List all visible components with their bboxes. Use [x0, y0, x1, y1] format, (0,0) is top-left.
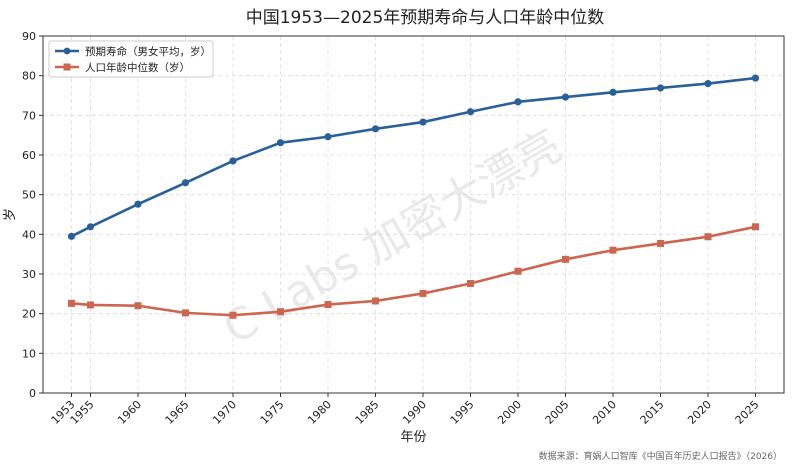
- data-point: [419, 118, 427, 126]
- data-point: [609, 88, 617, 96]
- data-point: [276, 139, 285, 147]
- data-point: [87, 301, 94, 309]
- x-tick-label: 1970: [210, 398, 239, 427]
- x-tick-label: 2010: [590, 398, 619, 427]
- x-tick-label: 2005: [543, 398, 572, 427]
- data-point: [324, 301, 332, 309]
- data-point: [229, 157, 237, 165]
- data-point: [751, 74, 760, 82]
- y-axis-ticks: 0 10 20 30 40 50 60 70 80 90: [22, 30, 43, 400]
- series-layer: [67, 74, 760, 319]
- x-tick-label: 2025: [733, 398, 762, 427]
- y-tick-label: 20: [22, 308, 36, 321]
- legend-item-2: 人口年龄中位数（岁）: [55, 61, 190, 74]
- y-tick-label: 0: [29, 387, 36, 400]
- data-point: [656, 84, 665, 92]
- series-1: [67, 74, 760, 240]
- data-point: [562, 255, 569, 263]
- data-point: [229, 311, 237, 319]
- data-point: [277, 308, 284, 316]
- data-point: [324, 133, 332, 141]
- x-tick-label: 1965: [163, 398, 192, 427]
- chart-title: 中国1953—2025年预期寿命与人口年龄中位数: [246, 8, 605, 28]
- data-point: [182, 309, 189, 317]
- legend-marker: [63, 63, 71, 71]
- x-tick-label: 1980: [305, 398, 334, 427]
- y-tick-label: 90: [22, 30, 36, 43]
- x-tick-label: 2000: [495, 398, 524, 427]
- legend-box: [48, 40, 214, 78]
- data-point: [466, 108, 475, 116]
- x-tick-label: 1995: [448, 398, 477, 427]
- data-point: [561, 93, 570, 101]
- data-point: [372, 297, 379, 305]
- legend: 预期寿命（男女平均，岁） 人口年龄中位数（岁）: [48, 40, 214, 78]
- x-tick-label: 1985: [353, 398, 382, 427]
- grid: [43, 35, 784, 394]
- series-line: [71, 225, 756, 317]
- y-tick-label: 70: [22, 109, 36, 122]
- data-point: [752, 223, 759, 231]
- data-point: [609, 246, 617, 254]
- data-point: [371, 125, 380, 133]
- y-tick-label: 30: [22, 268, 36, 281]
- data-point: [467, 280, 474, 288]
- data-point: [134, 302, 142, 310]
- series-2: [68, 223, 759, 319]
- x-tick-label: 2015: [638, 398, 667, 427]
- y-axis-label: 岁: [3, 208, 18, 221]
- x-tick-label: 2020: [685, 398, 714, 427]
- data-point: [68, 299, 75, 307]
- data-point: [514, 98, 522, 106]
- y-tick-label: 80: [22, 70, 36, 83]
- series-line: [70, 76, 756, 238]
- legend-item-1: 预期寿命（男女平均，岁）: [55, 45, 211, 58]
- data-point: [86, 223, 95, 231]
- plot-frame: [42, 35, 785, 394]
- y-tick-label: 40: [22, 228, 36, 241]
- data-point: [419, 289, 427, 297]
- data-point: [181, 179, 190, 187]
- legend-marker: [63, 47, 71, 55]
- y-tick-label: 60: [22, 149, 36, 162]
- x-tick-label: 1960: [115, 398, 144, 427]
- data-point: [704, 233, 712, 241]
- data-point: [657, 239, 664, 247]
- source-note: 数据来源：育娲人口智库《中国百年历史人口报告》（2026）: [539, 450, 782, 462]
- y-tick-label: 50: [22, 189, 36, 202]
- y-tick-label: 10: [22, 347, 36, 360]
- data-point: [704, 80, 712, 88]
- data-point: [134, 200, 142, 208]
- x-tick-label: 1990: [400, 398, 429, 427]
- legend-label: 人口年龄中位数（岁）: [85, 61, 190, 74]
- x-axis-label: 年份: [400, 430, 426, 445]
- data-point: [514, 267, 522, 275]
- x-tick-label: 1975: [258, 398, 287, 427]
- legend-label: 预期寿命（男女平均，岁）: [85, 45, 211, 58]
- data-point: [67, 232, 76, 240]
